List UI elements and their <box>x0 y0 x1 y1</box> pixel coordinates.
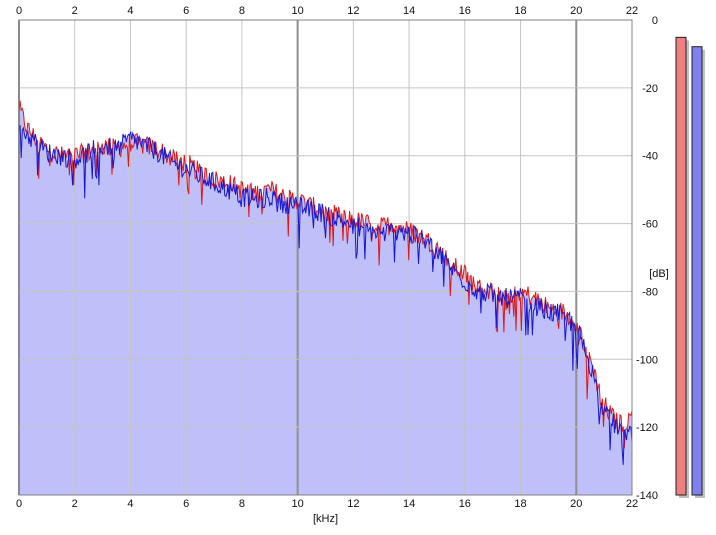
x-tick-label-bottom: 2 <box>72 498 78 510</box>
x-tick-label-bottom: 14 <box>403 498 415 510</box>
plot-frame <box>18 19 633 496</box>
x-tick-label-top: 14 <box>403 5 415 17</box>
y-tick-label: 0 <box>652 15 658 27</box>
spectrum-fill-layer <box>19 100 632 496</box>
x-axis-label: [kHz] <box>313 513 338 525</box>
x-tick-label-bottom: 8 <box>239 498 245 510</box>
x-tick-label-bottom: 16 <box>459 498 471 510</box>
level-meter-layer <box>675 36 705 499</box>
y-tick-label: -40 <box>642 151 658 163</box>
x-tick-label-top: 4 <box>127 5 133 17</box>
x-tick-label-top: 18 <box>514 5 526 17</box>
y-tick-label: -120 <box>636 422 658 434</box>
x-tick-label-top: 2 <box>72 5 78 17</box>
x-tick-label-top: 6 <box>183 5 189 17</box>
y-axis-label: [dB] <box>649 268 669 280</box>
x-tick-label-bottom: 12 <box>347 498 359 510</box>
x-tick-label-bottom: 6 <box>183 498 189 510</box>
y-tick-label: -100 <box>636 354 658 366</box>
x-tick-label-top: 12 <box>347 5 359 17</box>
series-line-2 <box>18 125 633 465</box>
x-tick-label-bottom: 4 <box>127 498 133 510</box>
y-tick-label: -80 <box>642 286 658 298</box>
series-line-layer <box>18 100 633 465</box>
x-tick-label-bottom: 10 <box>292 498 304 510</box>
plot-frame-layer <box>18 19 633 496</box>
level-meter-bar-1 <box>675 36 687 496</box>
x-tick-label-bottom: 22 <box>626 498 638 510</box>
level-meter-bar-2 <box>691 46 703 496</box>
spectrum-area <box>19 100 632 496</box>
x-tick-label-bottom: 18 <box>514 498 526 510</box>
tick-label-layer: 002244668810101212141416161818202022220-… <box>16 5 658 510</box>
series-line-1 <box>18 100 633 449</box>
x-tick-label-top: 16 <box>459 5 471 17</box>
x-tick-label-top: 8 <box>239 5 245 17</box>
x-tick-label-top: 22 <box>626 5 638 17</box>
x-tick-label-bottom: 0 <box>16 498 22 510</box>
y-tick-label: -20 <box>642 83 658 95</box>
x-tick-label-top: 0 <box>16 5 22 17</box>
x-tick-label-top: 10 <box>292 5 304 17</box>
y-tick-label: -140 <box>636 490 658 502</box>
y-tick-label: -60 <box>642 219 658 231</box>
x-tick-label-top: 20 <box>570 5 582 17</box>
x-tick-label-bottom: 20 <box>570 498 582 510</box>
